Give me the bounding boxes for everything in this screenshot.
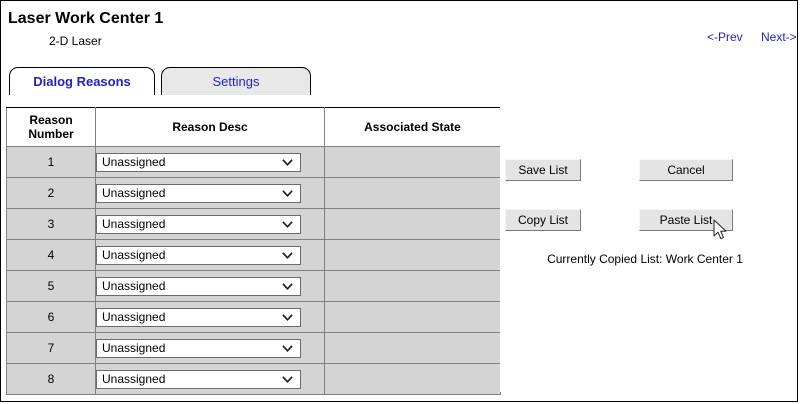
reason-desc-cell: Unassigned <box>95 146 325 178</box>
reason-desc-cell: Unassigned <box>95 332 325 364</box>
table-row: 1 Unassigned <box>6 146 501 178</box>
reason-desc-select-value: Unassigned <box>102 278 166 293</box>
prev-link[interactable]: <-Prev <box>707 30 743 44</box>
save-list-button[interactable]: Save List <box>505 159 581 181</box>
reason-desc-select-value: Unassigned <box>102 154 166 169</box>
reason-number-cell: 8 <box>6 363 96 395</box>
associated-state-cell <box>324 177 501 209</box>
table-header: Reason Number Reason Desc Associated Sta… <box>6 107 501 147</box>
reason-number-cell: 4 <box>6 239 96 271</box>
table-row: 4 Unassigned <box>6 239 501 271</box>
reason-number-cell: 5 <box>6 270 96 302</box>
column-header-reason-desc: Reason Desc <box>95 107 325 147</box>
copy-list-button[interactable]: Copy List <box>505 209 581 231</box>
table-row: 6 Unassigned <box>6 301 501 333</box>
associated-state-cell <box>324 239 501 271</box>
next-link[interactable]: Next-> <box>761 30 797 44</box>
chevron-down-icon <box>282 220 293 228</box>
reason-desc-cell: Unassigned <box>95 270 325 302</box>
cancel-button[interactable]: Cancel <box>639 159 733 181</box>
page-header: Laser Work Center 1 2-D Laser <-Prev Nex… <box>1 1 797 63</box>
column-header-line-2: Number <box>28 127 74 141</box>
actions-panel: Save List Cancel Copy List Paste List Cu… <box>500 97 797 392</box>
chevron-down-icon <box>282 158 293 166</box>
table-row: 2 Unassigned <box>6 177 501 209</box>
reason-desc-select[interactable]: Unassigned <box>96 369 301 389</box>
reason-number-cell: 7 <box>6 332 96 364</box>
chevron-down-icon <box>282 282 293 290</box>
table-row: 8 Unassigned <box>6 363 501 395</box>
table-row: 7 Unassigned <box>6 332 501 364</box>
reason-desc-select[interactable]: Unassigned <box>96 338 301 358</box>
reason-number-cell: 2 <box>6 177 96 209</box>
associated-state-cell <box>324 146 501 178</box>
table-row: 3 Unassigned <box>6 208 501 240</box>
reason-desc-select-value: Unassigned <box>102 185 166 200</box>
column-header-line-1: Reason <box>29 113 73 127</box>
reason-desc-select-value: Unassigned <box>102 340 166 355</box>
reason-desc-cell: Unassigned <box>95 363 325 395</box>
chevron-down-icon <box>282 344 293 352</box>
tab-underline <box>1 95 797 96</box>
paste-list-button[interactable]: Paste List <box>639 209 733 231</box>
reason-desc-select-value: Unassigned <box>102 247 166 262</box>
reason-desc-select-value: Unassigned <box>102 309 166 324</box>
reason-desc-select[interactable]: Unassigned <box>96 214 301 234</box>
reason-desc-select[interactable]: Unassigned <box>96 152 301 172</box>
reason-desc-cell: Unassigned <box>95 301 325 333</box>
reason-desc-select[interactable]: Unassigned <box>96 183 301 203</box>
page-subtitle: 2-D Laser <box>49 34 102 48</box>
tab-settings[interactable]: Settings <box>161 67 311 95</box>
column-header-reason-number: Reason Number <box>6 107 96 147</box>
associated-state-cell <box>324 301 501 333</box>
reason-table: Reason Number Reason Desc Associated Sta… <box>6 107 501 395</box>
reason-desc-cell: Unassigned <box>95 177 325 209</box>
column-header-associated-state: Associated State <box>324 107 501 147</box>
reason-desc-select-value: Unassigned <box>102 216 166 231</box>
chevron-down-icon <box>282 189 293 197</box>
reason-number-cell: 3 <box>6 208 96 240</box>
associated-state-cell <box>324 363 501 395</box>
chevron-down-icon <box>282 375 293 383</box>
tab-dialog-reasons[interactable]: Dialog Reasons <box>9 67 155 95</box>
associated-state-cell <box>324 208 501 240</box>
reason-desc-cell: Unassigned <box>95 239 325 271</box>
copied-list-status: Currently Copied List: Work Center 1 <box>547 252 743 266</box>
reason-desc-select[interactable]: Unassigned <box>96 276 301 296</box>
chevron-down-icon <box>282 313 293 321</box>
reason-desc-select-value: Unassigned <box>102 371 166 386</box>
reason-number-cell: 1 <box>6 146 96 178</box>
table-body: 1 Unassigned 2 Unassigned 3 Unassigned 4 Unassi… <box>6 146 501 395</box>
reason-desc-select[interactable]: Unassigned <box>96 245 301 265</box>
reason-number-cell: 6 <box>6 301 96 333</box>
page-title: Laser Work Center 1 <box>8 10 164 27</box>
associated-state-cell <box>324 332 501 364</box>
chevron-down-icon <box>282 251 293 259</box>
associated-state-cell <box>324 270 501 302</box>
table-row: 5 Unassigned <box>6 270 501 302</box>
table-header-row: Reason Number Reason Desc Associated Sta… <box>6 107 501 147</box>
reason-desc-select[interactable]: Unassigned <box>96 307 301 327</box>
reason-desc-cell: Unassigned <box>95 208 325 240</box>
tab-bar: Dialog Reasons Settings <box>1 67 797 97</box>
